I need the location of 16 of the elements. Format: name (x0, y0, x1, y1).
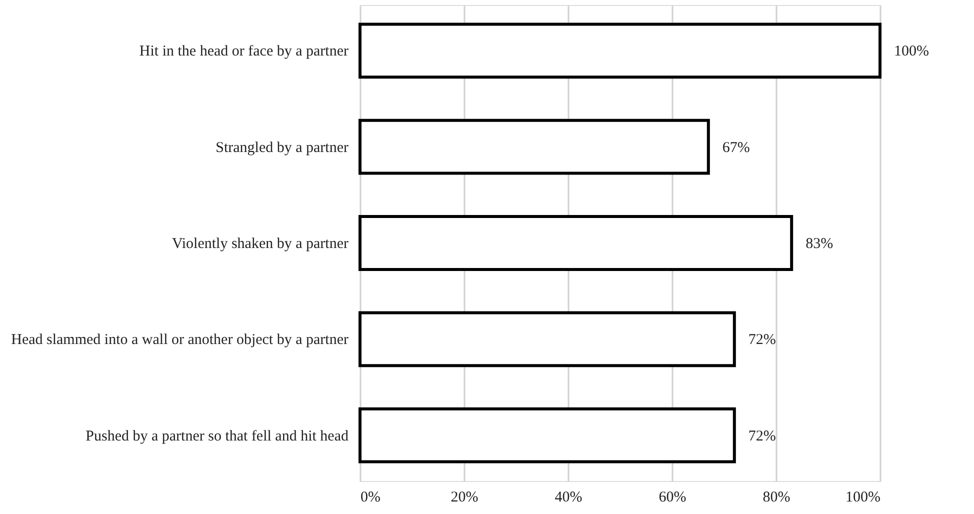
data-label: 72% (748, 332, 776, 348)
x-tick-label: 80% (762, 490, 790, 506)
x-tick-label: 0% (360, 490, 380, 506)
data-label: 83% (806, 236, 834, 252)
x-tick-label: 100% (846, 490, 880, 506)
data-label: 72% (748, 428, 776, 444)
x-tick-label: 40% (554, 490, 582, 506)
y-tick-label: Strangled by a partner (216, 140, 348, 156)
y-tick-label: Pushed by a partner so that fell and hit head (86, 428, 349, 444)
y-tick-label: Head slammed into a wall or another object by a partner (11, 332, 348, 348)
data-label: 100% (894, 44, 929, 60)
data-label: 67% (722, 140, 750, 156)
y-tick-label: Violently shaken by a partner (172, 236, 348, 252)
x-tick-label: 60% (658, 490, 686, 506)
x-tick-label: 20% (450, 490, 478, 506)
y-tick-label: Hit in the head or face by a partner (139, 44, 348, 60)
